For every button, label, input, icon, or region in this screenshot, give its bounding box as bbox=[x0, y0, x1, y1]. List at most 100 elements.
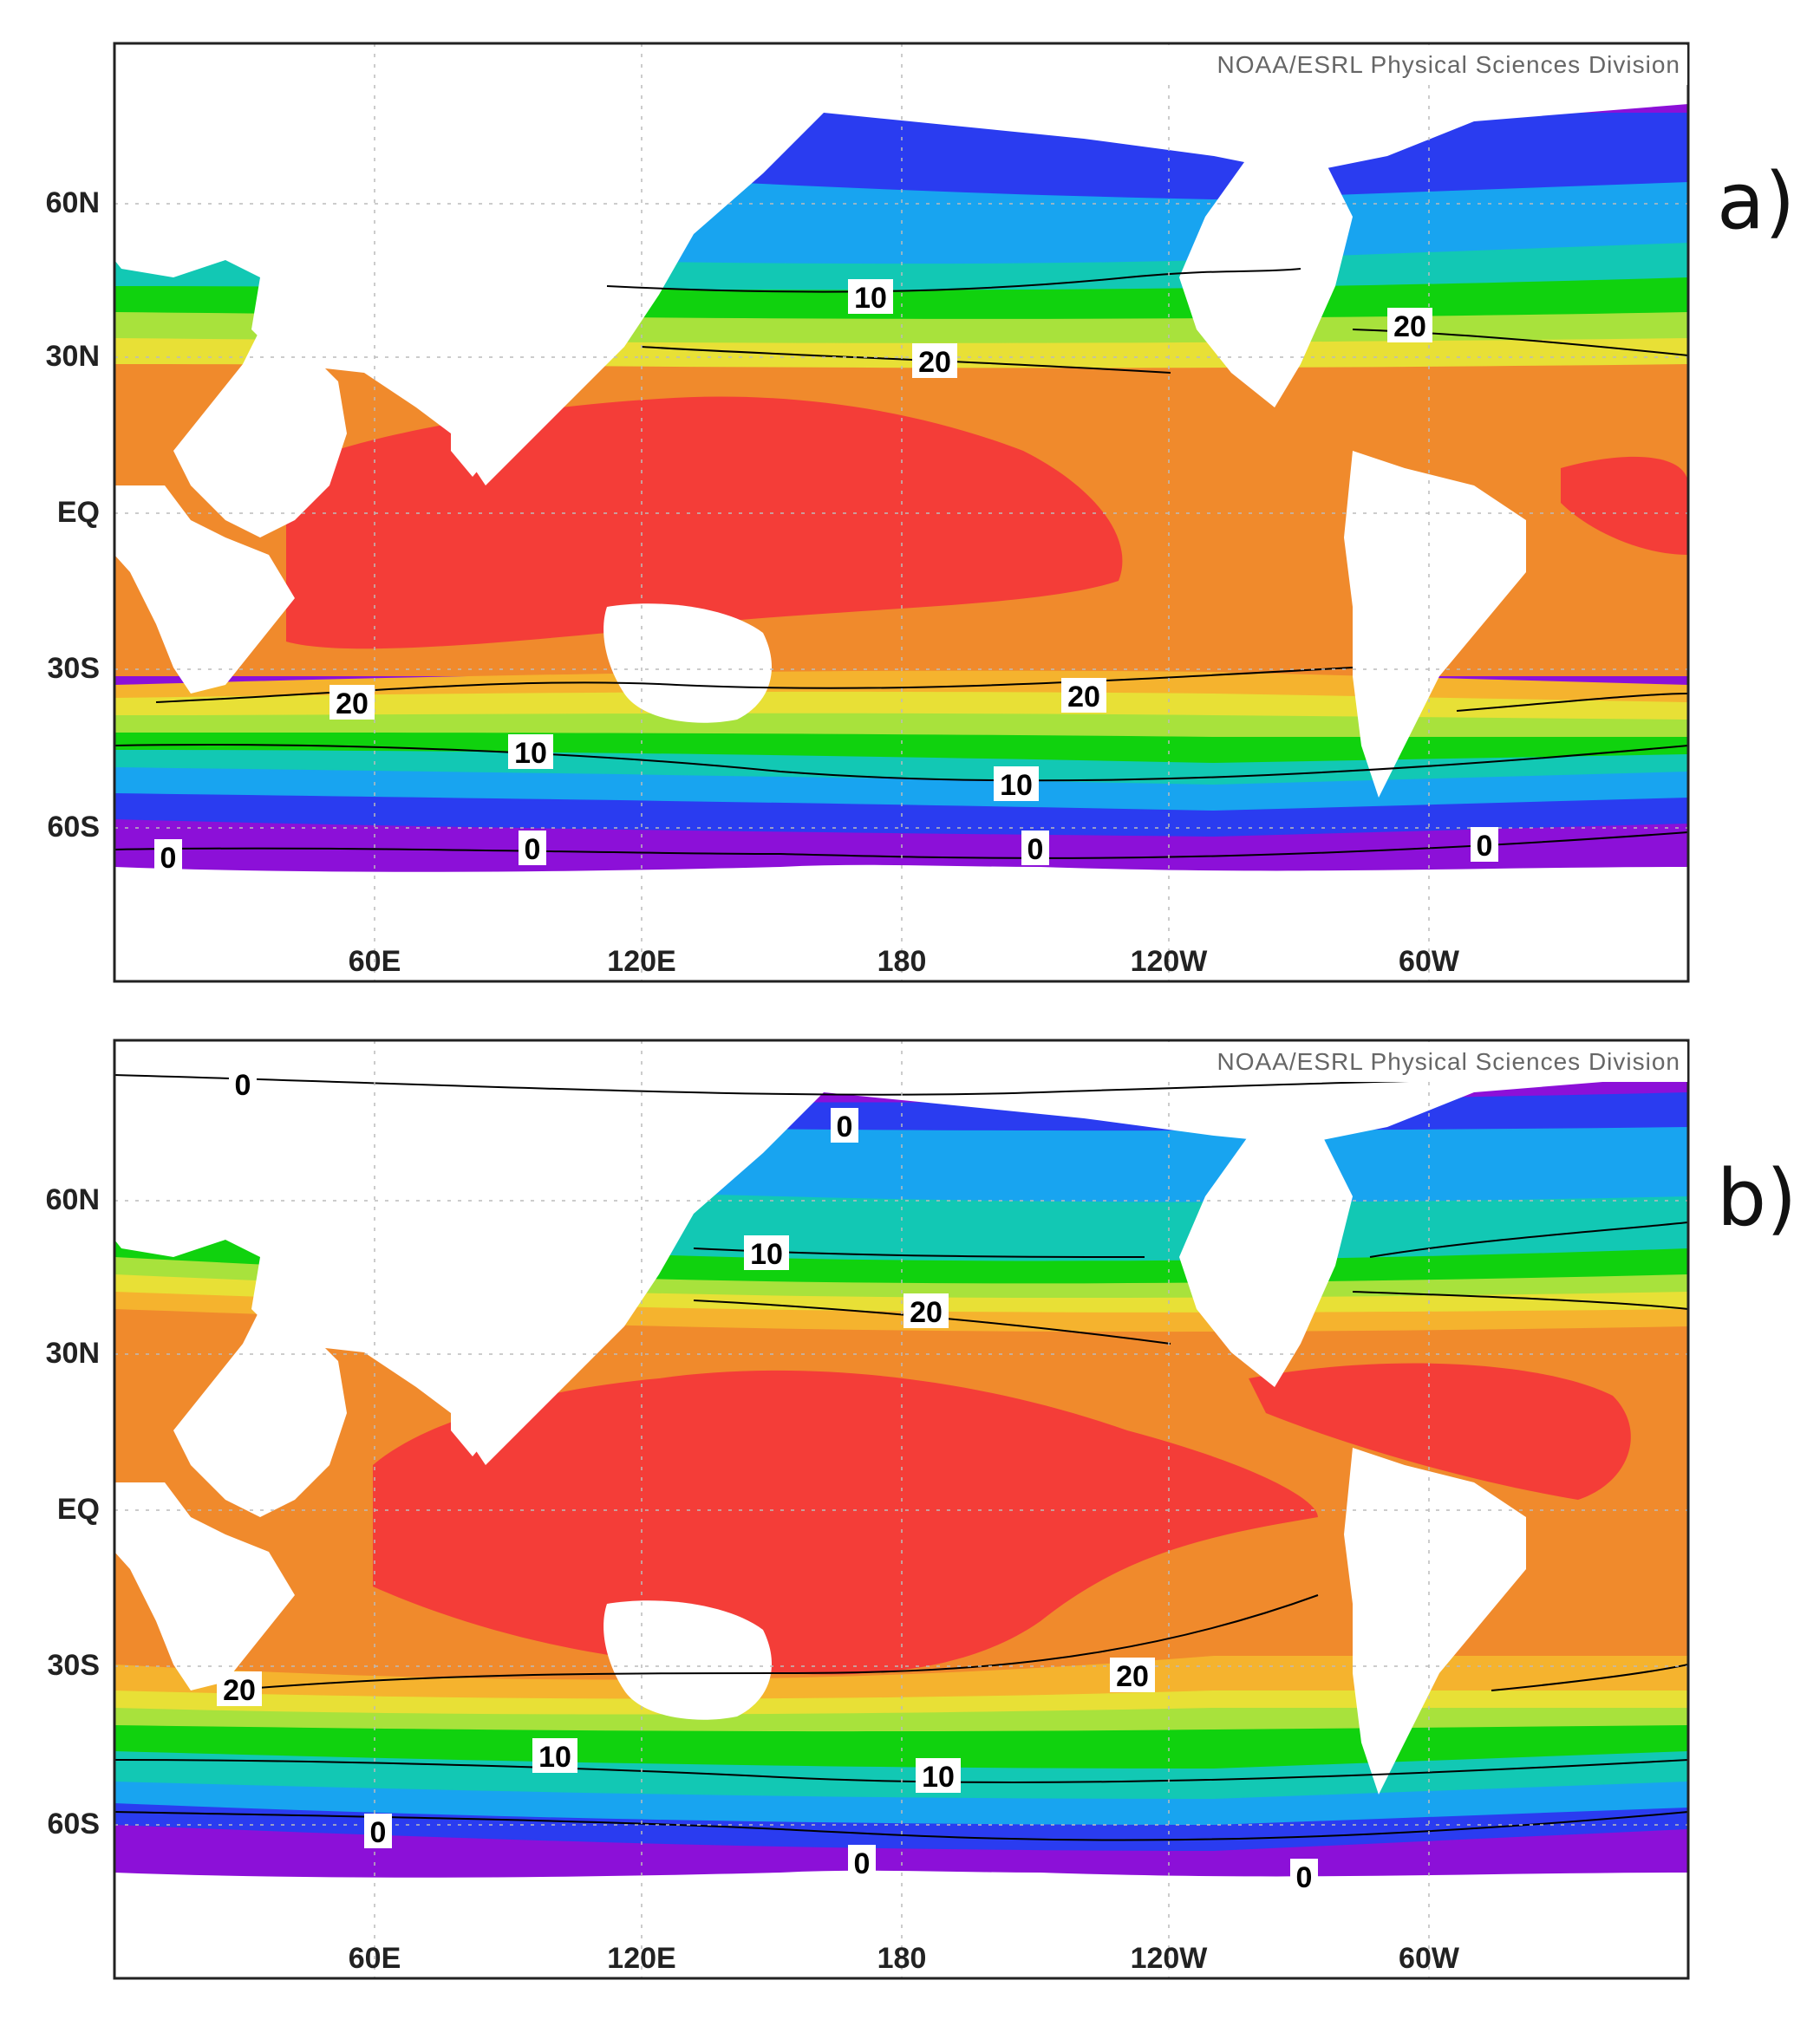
contour-label: 0 bbox=[1290, 1859, 1318, 1894]
contour-20-south bbox=[225, 1594, 1688, 1691]
contour-label: 10 bbox=[994, 766, 1039, 802]
land-north-america bbox=[1179, 147, 1353, 407]
credit-label: NOAA/ESRL Physical Sciences Division bbox=[1091, 1042, 1687, 1082]
lat-label: EQ bbox=[56, 496, 100, 529]
lon-label: 120E bbox=[607, 945, 676, 978]
land-australia bbox=[603, 1600, 772, 1720]
contour-label: 0 bbox=[364, 1814, 392, 1849]
contour-label: 0 bbox=[831, 1108, 858, 1143]
contour-labels-a: 10 20 20 20 20 10 10 0 0 0 0 bbox=[154, 279, 1498, 875]
sst-map-a: 10 20 20 20 20 10 10 0 0 0 0 bbox=[113, 42, 1690, 983]
land-arabia bbox=[173, 329, 347, 537]
land-africa-south bbox=[114, 485, 295, 694]
svg-text:0: 0 bbox=[370, 1816, 387, 1849]
land-australia bbox=[603, 603, 772, 723]
credit-label: NOAA/ESRL Physical Sciences Division bbox=[1091, 45, 1687, 85]
contour-label: 0 bbox=[848, 1845, 876, 1880]
contour-label: 0 bbox=[1471, 827, 1498, 863]
lat-label: 60N bbox=[45, 1183, 100, 1216]
contour-label: 0 bbox=[154, 839, 182, 875]
panel-label-b: b) bbox=[1717, 1153, 1797, 1244]
contour-label: 10 bbox=[508, 734, 553, 770]
lon-label: 60E bbox=[348, 945, 401, 978]
contour-label: 20 bbox=[912, 343, 957, 379]
svg-text:10: 10 bbox=[750, 1238, 783, 1271]
lat-label: 30S bbox=[47, 652, 101, 685]
lat-label: 30N bbox=[45, 1337, 100, 1370]
lat-label: 30S bbox=[47, 1649, 101, 1682]
land-india bbox=[451, 1370, 494, 1456]
land-africa-south bbox=[114, 1482, 295, 1690]
contour-0-south bbox=[114, 831, 1688, 859]
contour-label: 10 bbox=[848, 279, 893, 315]
svg-text:20: 20 bbox=[1067, 681, 1100, 713]
svg-text:10: 10 bbox=[514, 737, 547, 770]
warm-pool-indopacific bbox=[373, 1370, 1318, 1675]
svg-text:10: 10 bbox=[1000, 769, 1033, 802]
lat-label: EQ bbox=[56, 1493, 100, 1526]
svg-text:0: 0 bbox=[837, 1111, 853, 1143]
svg-text:10: 10 bbox=[538, 1741, 571, 1774]
svg-text:20: 20 bbox=[223, 1674, 256, 1707]
svg-text:10: 10 bbox=[922, 1761, 955, 1794]
svg-text:0: 0 bbox=[1477, 830, 1493, 863]
land-antarctica bbox=[114, 864, 1688, 981]
contour-labels-b: 0 0 10 20 20 20 10 10 0 0 0 bbox=[217, 1066, 1318, 1894]
contour-label: 20 bbox=[217, 1671, 262, 1707]
land-north-america bbox=[1179, 1127, 1353, 1387]
svg-text:10: 10 bbox=[854, 282, 887, 315]
land-antarctica bbox=[114, 1870, 1688, 1978]
contour-label: 20 bbox=[1387, 308, 1432, 343]
lon-label: 120W bbox=[1130, 1942, 1208, 1975]
svg-text:0: 0 bbox=[1027, 833, 1044, 866]
land-scandinavia bbox=[130, 143, 267, 218]
svg-text:20: 20 bbox=[336, 687, 369, 720]
sst-map-b: 0 0 10 20 20 20 10 10 0 0 0 bbox=[113, 1039, 1690, 1980]
contour-10-south bbox=[114, 1759, 1688, 1783]
land-eurasia-north bbox=[114, 1040, 1688, 1465]
contour-label: 0 bbox=[1021, 831, 1049, 866]
contour-10-north bbox=[606, 268, 1301, 293]
land-south-america bbox=[1344, 1448, 1526, 1795]
map-frame-b bbox=[113, 1039, 1690, 1980]
contour-label: 10 bbox=[532, 1738, 577, 1774]
svg-text:20: 20 bbox=[1116, 1660, 1149, 1693]
lat-label: 60N bbox=[45, 186, 100, 219]
warm-pool-atlantic bbox=[1561, 456, 1688, 555]
svg-text:0: 0 bbox=[1296, 1861, 1313, 1894]
contour-label: 0 bbox=[229, 1066, 257, 1102]
lon-label: 60W bbox=[1399, 1942, 1459, 1975]
lon-label: 120E bbox=[607, 1942, 676, 1975]
land-india bbox=[451, 390, 494, 477]
lat-label: 30N bbox=[45, 340, 100, 373]
svg-text:0: 0 bbox=[160, 842, 177, 875]
lon-label: 60W bbox=[1399, 945, 1459, 978]
lat-label: 60S bbox=[47, 1808, 101, 1840]
contour-label: 10 bbox=[916, 1758, 961, 1794]
warm-pool-atlantic bbox=[1249, 1363, 1631, 1500]
panel-label-a: a) bbox=[1717, 156, 1796, 247]
contour-label: 20 bbox=[329, 685, 375, 720]
lon-label: 120W bbox=[1130, 945, 1208, 978]
gridlines-a bbox=[114, 43, 1688, 981]
lon-label: 60E bbox=[348, 1942, 401, 1975]
land-south-america bbox=[1344, 451, 1526, 798]
contour-label: 20 bbox=[1061, 678, 1106, 713]
svg-text:0: 0 bbox=[235, 1069, 251, 1102]
lon-label: 180 bbox=[877, 945, 927, 978]
lat-label: 60S bbox=[47, 811, 101, 844]
contour-10-south bbox=[114, 744, 1688, 782]
map-frame-a bbox=[113, 42, 1690, 983]
contour-label: 10 bbox=[744, 1235, 789, 1271]
svg-text:20: 20 bbox=[1393, 310, 1426, 343]
lon-label: 180 bbox=[877, 1942, 927, 1975]
map-panel-a: 10 20 20 20 20 10 10 0 0 0 0 NOAA/ESRL P… bbox=[0, 0, 1820, 997]
svg-text:0: 0 bbox=[525, 833, 541, 866]
contour-label: 20 bbox=[903, 1293, 949, 1329]
map-panel-b: 0 0 10 20 20 20 10 10 0 0 0 NOAA/ESRL Ph… bbox=[0, 997, 1820, 1994]
svg-text:0: 0 bbox=[854, 1847, 871, 1880]
contour-label: 0 bbox=[519, 831, 546, 866]
svg-text:20: 20 bbox=[910, 1296, 943, 1329]
land-arabia bbox=[173, 1309, 347, 1517]
svg-text:20: 20 bbox=[918, 346, 951, 379]
